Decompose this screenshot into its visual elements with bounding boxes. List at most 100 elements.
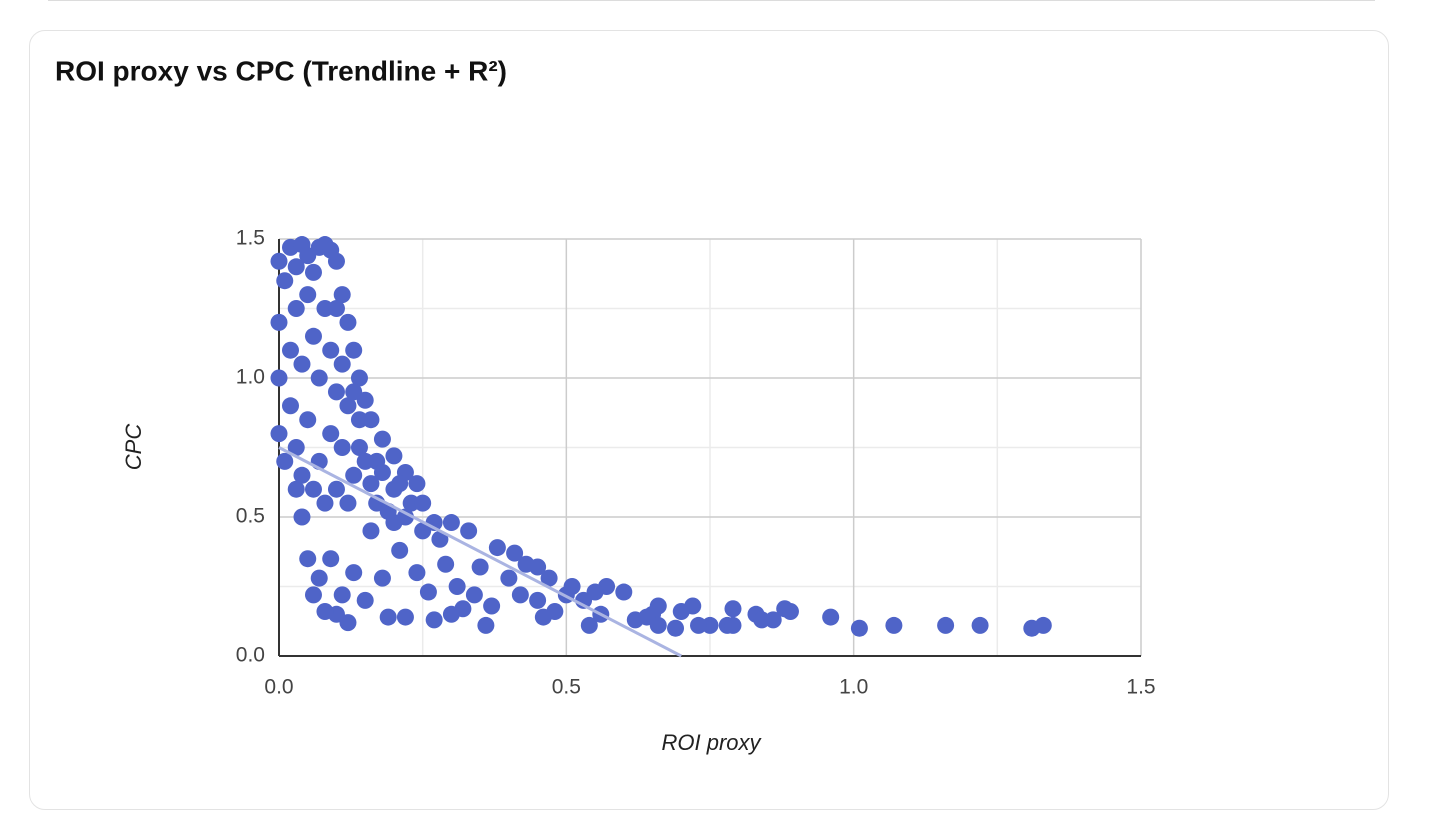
- point: [270, 252, 288, 270]
- point: [379, 608, 397, 626]
- point: [937, 616, 955, 634]
- point: [477, 616, 495, 634]
- x-tick-label: 1.0: [839, 676, 868, 699]
- point: [408, 475, 426, 493]
- point: [638, 608, 656, 626]
- point: [690, 616, 708, 634]
- point: [304, 480, 322, 498]
- point: [339, 397, 357, 415]
- point: [310, 569, 328, 587]
- chart-card: [29, 30, 1389, 810]
- point: [580, 616, 598, 634]
- point: [781, 603, 799, 621]
- point: [270, 425, 288, 443]
- point: [327, 252, 345, 270]
- point: [287, 258, 305, 276]
- point: [304, 263, 322, 281]
- point: [350, 411, 368, 429]
- point: [396, 508, 414, 526]
- point: [1034, 616, 1052, 634]
- y-tick-label: 1.5: [236, 227, 265, 250]
- point: [287, 480, 305, 498]
- separator: [48, 0, 1375, 1]
- point: [971, 616, 989, 634]
- chart-title: ROI proxy vs CPC (Trendline + R²): [55, 55, 507, 86]
- point: [850, 619, 868, 637]
- point: [345, 466, 363, 484]
- point: [327, 300, 345, 317]
- point: [356, 452, 374, 470]
- point: [322, 425, 340, 443]
- point: [391, 475, 409, 493]
- point: [500, 569, 518, 587]
- point: [299, 550, 317, 568]
- point: [345, 564, 363, 582]
- point: [362, 522, 380, 540]
- point: [270, 369, 288, 387]
- point: [293, 508, 311, 526]
- point: [299, 411, 317, 429]
- y-axis-title: CPC: [121, 424, 146, 471]
- point: [322, 550, 340, 568]
- point: [322, 341, 340, 359]
- point: [350, 439, 368, 456]
- point: [373, 430, 391, 448]
- point: [304, 586, 322, 604]
- point: [362, 475, 380, 493]
- point: [764, 611, 782, 629]
- point: [408, 564, 426, 582]
- point: [276, 452, 294, 470]
- x-tick-label: 1.5: [1126, 676, 1155, 699]
- point: [391, 541, 409, 559]
- point: [460, 522, 478, 540]
- y-tick-label: 1.0: [236, 366, 265, 389]
- point: [448, 578, 466, 595]
- point: [414, 494, 432, 512]
- point: [316, 494, 334, 512]
- point: [333, 439, 351, 456]
- trendline: [278, 446, 682, 658]
- point: [615, 583, 633, 601]
- point: [425, 611, 443, 629]
- point: [506, 544, 524, 562]
- point: [488, 539, 506, 557]
- point: [299, 286, 317, 304]
- point: [724, 600, 742, 618]
- point: [333, 355, 351, 373]
- point: [293, 355, 311, 373]
- point: [339, 494, 357, 512]
- point: [529, 591, 547, 609]
- point: [345, 383, 363, 401]
- point: [373, 464, 391, 482]
- point: [304, 327, 322, 345]
- x-tick-label: 0.0: [264, 676, 293, 699]
- point: [281, 341, 299, 359]
- point: [373, 569, 391, 587]
- point: [483, 597, 501, 615]
- point: [396, 608, 414, 626]
- point: [431, 530, 449, 548]
- point: [345, 341, 363, 359]
- x-tick-label: 0.5: [552, 676, 581, 699]
- point: [281, 397, 299, 415]
- point: [822, 608, 840, 626]
- point: [437, 555, 455, 573]
- point: [442, 514, 460, 532]
- point: [310, 369, 328, 387]
- point: [356, 591, 374, 609]
- point: [276, 272, 294, 290]
- point: [350, 369, 368, 387]
- point: [667, 619, 685, 637]
- point: [511, 586, 529, 604]
- point: [339, 313, 357, 331]
- point: [327, 480, 345, 498]
- point: [316, 603, 334, 621]
- point: [534, 608, 552, 626]
- x-axis-title: ROI proxy: [661, 730, 762, 755]
- point: [517, 555, 535, 573]
- point: [471, 558, 489, 576]
- point: [293, 466, 311, 484]
- point: [540, 569, 558, 587]
